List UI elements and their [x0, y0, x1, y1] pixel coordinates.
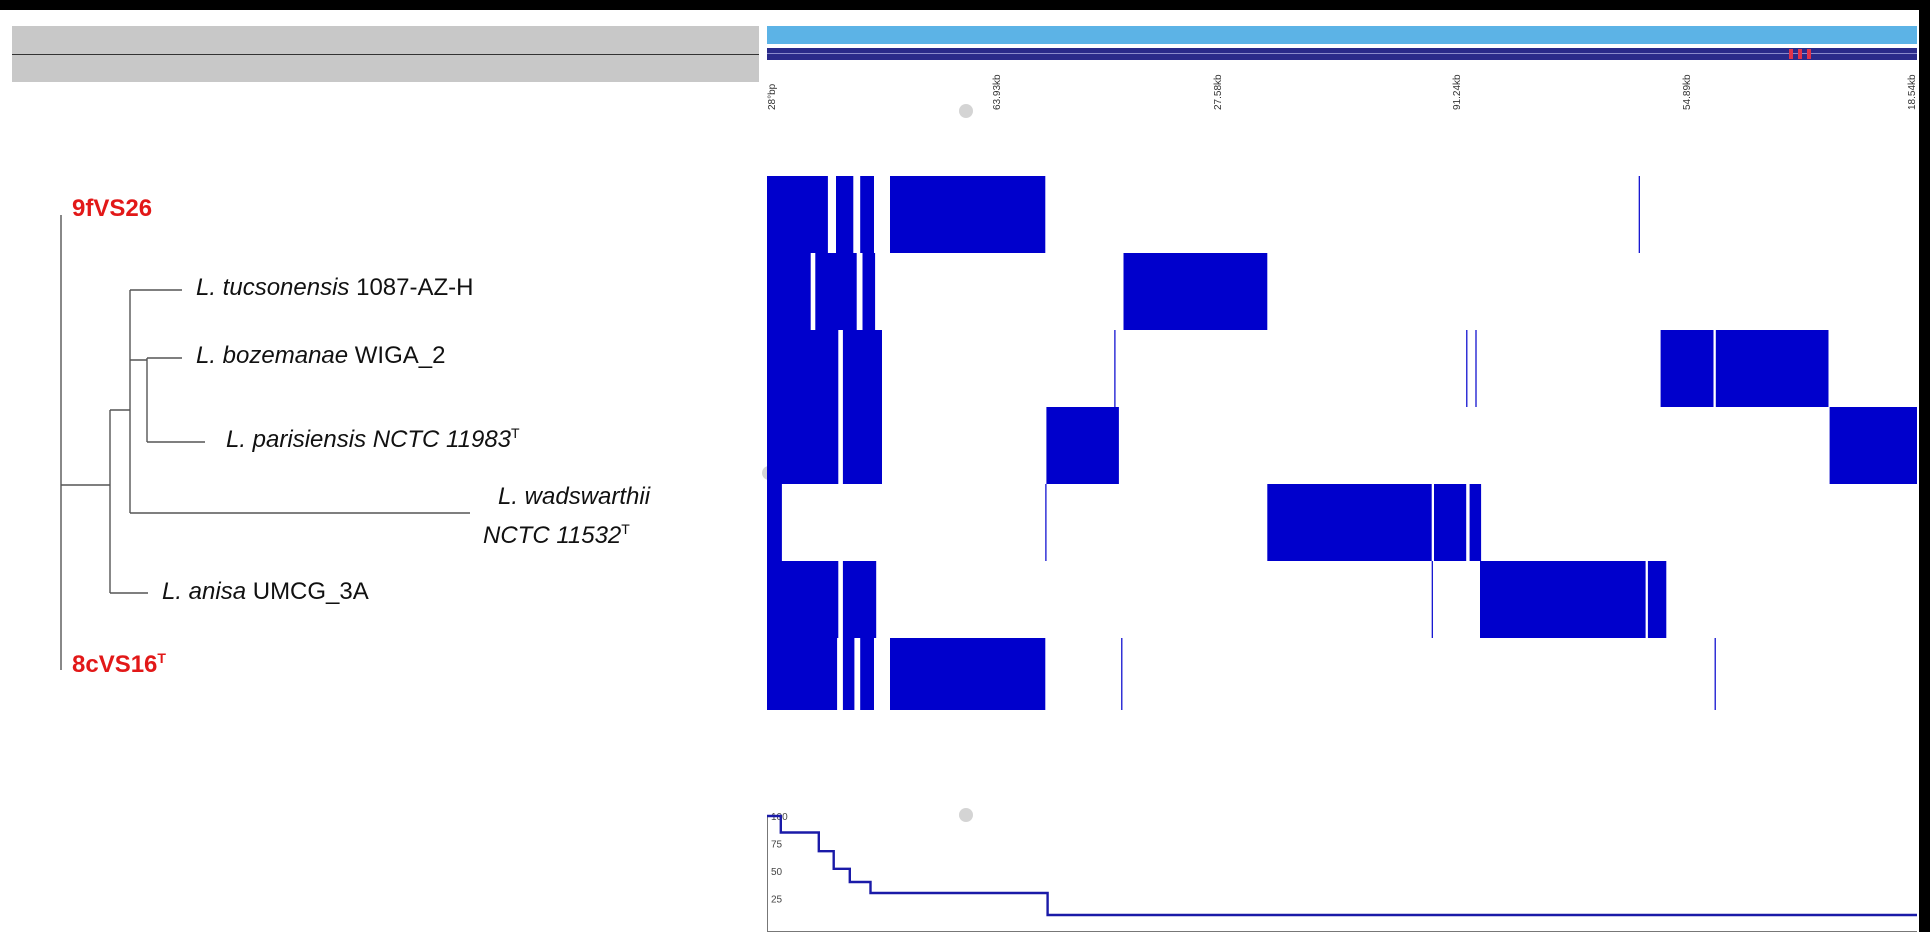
leaf-species: L. wadswarthii	[498, 483, 651, 510]
leaf-species: L. anisa	[162, 578, 247, 605]
synteny-block[interactable]	[1715, 330, 1829, 407]
tree-leaf-label: L. wadswarthii	[498, 483, 650, 511]
profile-y-tick-label: 25	[771, 895, 783, 906]
synteny-block[interactable]	[842, 561, 877, 638]
synteny-block[interactable]	[1647, 561, 1667, 638]
navigation-strip-line	[767, 53, 1917, 54]
synteny-block[interactable]	[860, 638, 874, 710]
synteny-block[interactable]	[1431, 561, 1433, 638]
tree-leaf-label: L. anisa UMCG_3A	[162, 578, 369, 606]
synteny-block[interactable]	[1123, 253, 1268, 330]
leaf-species: L. parisiensis NCTC 11983	[226, 426, 512, 453]
synteny-block-plot[interactable]	[767, 170, 1917, 710]
synteny-block[interactable]	[767, 253, 811, 330]
synteny-block[interactable]	[815, 253, 857, 330]
synteny-block[interactable]	[842, 407, 882, 484]
synteny-block[interactable]	[890, 638, 1046, 710]
type-strain-superscript: T	[511, 425, 520, 441]
synteny-block[interactable]	[1638, 176, 1640, 253]
tree-leaf-label: L. parisiensis NCTC 11983T	[226, 425, 520, 454]
leaf-species: L. bozemanae	[196, 342, 349, 369]
synteny-block[interactable]	[842, 330, 882, 407]
synteny-block[interactable]	[842, 638, 855, 710]
drag-handle-bottom[interactable]	[959, 808, 973, 822]
profile-y-tick-label: 75	[771, 840, 783, 851]
tree-leaf-label: L. tucsonensis 1087-AZ-H	[196, 274, 473, 302]
leaf-strain: UMCG_3A	[246, 578, 369, 605]
synteny-block[interactable]	[1045, 484, 1047, 561]
ruler-tick-label: 18.54kb	[1907, 74, 1918, 110]
leaf-name: 8cVS16	[72, 651, 158, 678]
ruler-tick-label: 27.58kb	[1213, 74, 1224, 110]
conservation-profile: 100 75 50 25	[767, 812, 1917, 932]
tree-leaf-label: L. bozemanae WIGA_2	[196, 342, 445, 370]
synteny-block[interactable]	[1660, 330, 1714, 407]
synteny-block[interactable]	[767, 407, 839, 484]
navigation-marker[interactable]	[1789, 49, 1793, 59]
leaf-strain: 1087-AZ-H	[349, 274, 474, 301]
synteny-block[interactable]	[767, 176, 828, 253]
synteny-block[interactable]	[862, 253, 876, 330]
ruler-tick-label: 91.24kb	[1452, 74, 1463, 110]
ruler-tick-label: 63.93kb	[992, 74, 1003, 110]
genome-overview-track[interactable]	[767, 26, 1917, 44]
profile-line	[767, 814, 1917, 917]
synteny-block[interactable]	[1469, 484, 1482, 561]
tree-leaf-label: 9fVS26	[72, 195, 152, 223]
navigation-marker[interactable]	[1807, 49, 1811, 59]
profile-y-tick-label: 100	[771, 812, 788, 823]
type-strain-superscript: T	[157, 650, 166, 666]
synteny-block[interactable]	[1466, 330, 1468, 407]
synteny-block[interactable]	[767, 330, 839, 407]
synteny-block[interactable]	[890, 176, 1046, 253]
synteny-block[interactable]	[1121, 638, 1123, 710]
tree-header-divider	[12, 54, 759, 55]
tree-branches	[60, 215, 470, 670]
ruler-tick-label: 54.89kb	[1682, 74, 1693, 110]
synteny-block[interactable]	[1267, 484, 1432, 561]
synteny-block[interactable]	[767, 561, 839, 638]
profile-y-tick-label: 50	[771, 867, 783, 878]
synteny-block[interactable]	[1434, 484, 1467, 561]
drag-handle-top[interactable]	[959, 104, 973, 118]
synteny-block[interactable]	[767, 638, 838, 710]
top-border	[0, 0, 1930, 10]
synteny-block[interactable]	[1114, 330, 1116, 407]
synteny-block[interactable]	[767, 484, 782, 561]
phylogenetic-tree: 9fVS26 L. tucsonensis 1087-AZ-H L. bozem…	[0, 180, 760, 700]
ruler-tick-label: 28°bp	[767, 83, 778, 110]
synteny-block[interactable]	[860, 176, 874, 253]
type-strain-superscript: T	[621, 521, 630, 537]
leaf-species: L. tucsonensis	[196, 274, 350, 301]
synteny-block[interactable]	[1829, 407, 1917, 484]
synteny-block[interactable]	[1046, 407, 1119, 484]
navigation-strip[interactable]	[767, 48, 1917, 60]
synteny-block[interactable]	[1480, 561, 1646, 638]
navigation-marker[interactable]	[1798, 49, 1802, 59]
leaf-name: 9fVS26	[72, 195, 153, 222]
leaf-strain: WIGA_2	[348, 342, 446, 369]
right-border	[1919, 0, 1930, 932]
synteny-block[interactable]	[1714, 638, 1716, 710]
synteny-block[interactable]	[1475, 330, 1477, 407]
synteny-block[interactable]	[836, 176, 854, 253]
tree-leaf-label: 8cVS16T	[72, 650, 166, 679]
leaf-species: NCTC 11532	[483, 522, 622, 549]
tree-leaf-label: NCTC 11532T	[483, 521, 630, 550]
